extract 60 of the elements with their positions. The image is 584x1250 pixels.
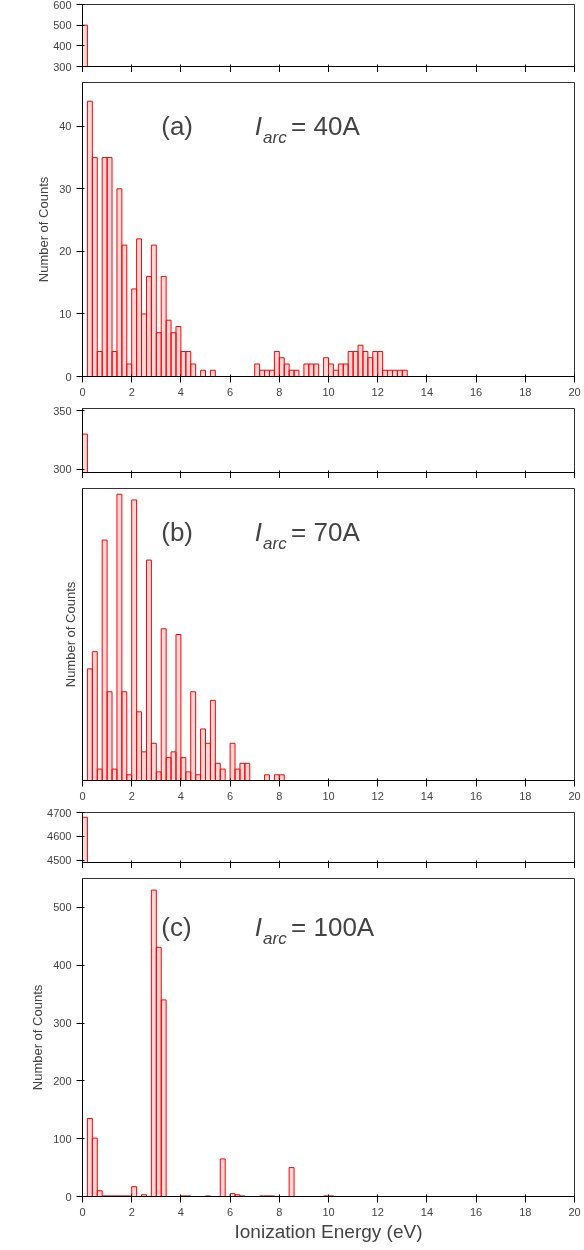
y-tick-label: 600 bbox=[53, 0, 72, 11]
x-tick-label: 10 bbox=[322, 789, 335, 802]
y-tick-label: 4700 bbox=[47, 806, 72, 819]
annotation: (c) bbox=[161, 912, 192, 943]
x-tick-label: 2 bbox=[128, 1205, 135, 1218]
x-tick-label: 18 bbox=[519, 1205, 532, 1218]
y-tick-label: 400 bbox=[53, 39, 72, 52]
x-tick-label: 0 bbox=[79, 789, 86, 802]
x-tick-label: 18 bbox=[519, 789, 532, 802]
x-tick-label: 12 bbox=[371, 1205, 384, 1218]
y-tick-label: 350 bbox=[53, 404, 72, 417]
y-tick-label: 300 bbox=[53, 1017, 72, 1030]
annotation: (a) bbox=[161, 111, 193, 142]
y-tick-label: 0 bbox=[65, 1190, 72, 1203]
x-tick-label: 4 bbox=[177, 1205, 184, 1218]
y-tick-label: 400 bbox=[53, 959, 72, 972]
x-tick-label: 12 bbox=[371, 385, 384, 398]
annotation: (b) bbox=[161, 516, 193, 547]
y-axis-title: Number of Counts bbox=[62, 581, 78, 688]
x-tick-label: 20 bbox=[568, 385, 581, 398]
x-tick-label: 6 bbox=[227, 1205, 234, 1218]
x-tick-label: 8 bbox=[276, 1205, 283, 1218]
x-tick-label: 8 bbox=[276, 385, 283, 398]
x-tick-label: 20 bbox=[568, 1205, 581, 1218]
x-tick-label: 14 bbox=[420, 385, 434, 398]
x-tick-label: 0 bbox=[79, 1205, 86, 1218]
y-tick-label: 20 bbox=[59, 245, 72, 258]
x-tick-label: 8 bbox=[276, 789, 283, 802]
y-tick-label: 4500 bbox=[47, 854, 72, 867]
y-tick-label: 500 bbox=[53, 19, 72, 32]
x-tick-label: 18 bbox=[519, 385, 532, 398]
y-tick-label: 40 bbox=[59, 120, 72, 133]
y-axis-title: Number of Counts bbox=[36, 176, 52, 283]
y-tick-label: 0 bbox=[65, 370, 72, 383]
y-tick-label: 100 bbox=[53, 1132, 72, 1145]
y-tick-label: 4600 bbox=[47, 830, 72, 843]
y-axis-title: Number of Counts bbox=[30, 984, 46, 1091]
x-tick-label: 2 bbox=[128, 789, 135, 802]
x-tick-label: 2 bbox=[128, 385, 135, 398]
x-tick-label: 14 bbox=[420, 1205, 434, 1218]
x-tick-label: 16 bbox=[469, 1205, 483, 1218]
x-tick-label: 4 bbox=[177, 789, 184, 802]
x-tick-label: 0 bbox=[79, 385, 86, 398]
x-tick-label: 10 bbox=[322, 385, 335, 398]
x-tick-label: 16 bbox=[469, 789, 483, 802]
y-tick-label: 500 bbox=[53, 901, 72, 914]
x-tick-label: 6 bbox=[227, 385, 234, 398]
x-tick-label: 6 bbox=[227, 789, 234, 802]
y-tick-label: 200 bbox=[53, 1074, 72, 1087]
y-tick-label: 30 bbox=[59, 182, 72, 195]
y-tick-label: 300 bbox=[53, 60, 72, 73]
x-tick-label: 4 bbox=[177, 385, 184, 398]
x-tick-label: 14 bbox=[420, 789, 434, 802]
x-tick-label: 16 bbox=[469, 385, 483, 398]
x-tick-label: 10 bbox=[322, 1205, 335, 1218]
y-tick-label: 300 bbox=[53, 463, 72, 476]
x-tick-label: 12 bbox=[371, 789, 384, 802]
x-tick-label: 20 bbox=[568, 789, 581, 802]
x-axis-title: Ionization Energy (eV) bbox=[234, 1220, 423, 1242]
y-tick-label: 10 bbox=[59, 307, 72, 320]
